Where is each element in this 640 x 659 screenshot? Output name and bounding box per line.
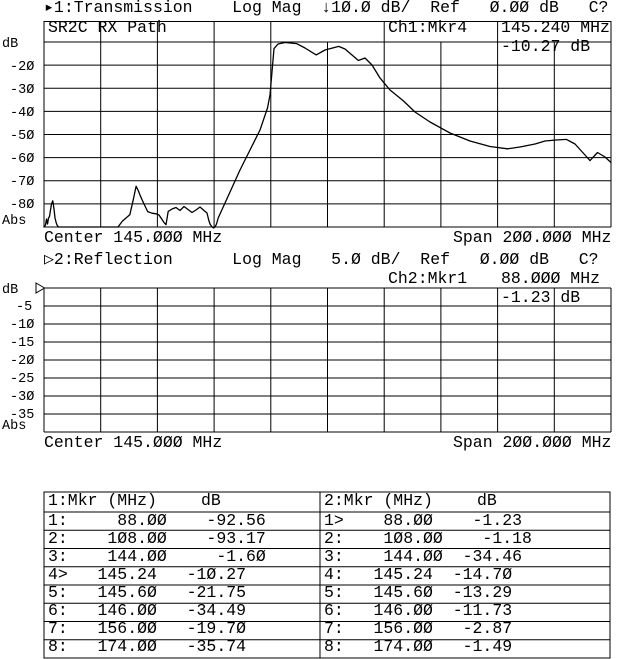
svg-text:Abs: Abs xyxy=(2,419,26,434)
svg-text:-8Ø: -8Ø xyxy=(10,198,34,213)
svg-text:-4Ø: -4Ø xyxy=(10,106,34,121)
svg-text:-2Ø: -2Ø xyxy=(10,354,34,369)
svg-text:dB: dB xyxy=(2,37,18,52)
svg-text:-15: -15 xyxy=(10,336,34,351)
svg-text:-5: -5 xyxy=(16,300,32,315)
svg-text:-25: -25 xyxy=(10,372,34,387)
svg-text:dB: dB xyxy=(2,283,18,298)
svg-text:-1Ø: -1Ø xyxy=(10,318,34,333)
svg-text:-3Ø: -3Ø xyxy=(10,390,34,405)
svg-text:-7Ø: -7Ø xyxy=(10,175,34,190)
svg-text:-5Ø: -5Ø xyxy=(10,129,34,144)
svg-text:-3Ø: -3Ø xyxy=(10,83,34,98)
svg-text:-2Ø: -2Ø xyxy=(10,60,34,75)
svg-text:Abs: Abs xyxy=(2,214,26,229)
svg-text:-6Ø: -6Ø xyxy=(10,152,34,167)
